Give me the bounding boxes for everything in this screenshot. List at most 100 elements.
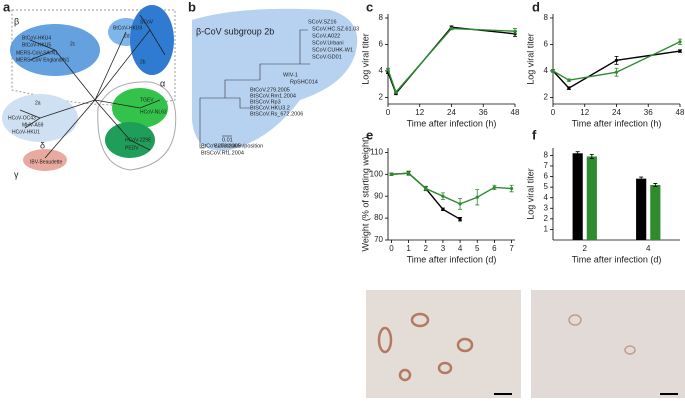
tree-a: β 2c 2b 2d 2a α γ δ BtCoV-HKU4 BtCoV-HKU…: [2, 5, 177, 179]
stain: [456, 337, 474, 353]
x-tick-label: 2: [424, 244, 429, 253]
panel-letter: d: [532, 0, 540, 14]
leaf-label: RpSHC014: [290, 79, 318, 85]
stain: [568, 314, 582, 326]
y-tick-label: 90: [374, 191, 383, 200]
point: [449, 26, 454, 31]
x-tick-label: 48: [676, 108, 685, 117]
strain: HCoV-HKU1: [12, 129, 40, 135]
x-tick-label: 48: [511, 108, 520, 117]
error-bar: [575, 151, 580, 156]
error-bar: [589, 153, 594, 159]
y-tick-label: 6: [379, 40, 384, 49]
leaf-label: BtCoV.279.2005: [250, 87, 290, 93]
leaf-label: BtSCoV.Rm1.2004: [250, 93, 296, 99]
clade-label: 2d: [124, 33, 130, 39]
leaf-label: BtSCoV.Rs_672.2006: [250, 111, 303, 117]
point: [406, 171, 411, 175]
y-tick-label: 4: [379, 66, 384, 75]
point: [614, 70, 619, 74]
strain: BtCoV-HKU9: [113, 25, 142, 31]
y-tick-label: 110: [370, 147, 383, 156]
x-axis-label: Time after infection (d): [572, 254, 662, 264]
stain: [624, 345, 636, 355]
series-line: [387, 26, 516, 95]
point: [509, 186, 514, 191]
point: [567, 78, 571, 82]
point: [567, 86, 571, 90]
point: [513, 29, 517, 33]
strain: BtCoV-HKU5: [22, 42, 51, 48]
x-tick-label: 7: [509, 244, 514, 253]
x-axis-label: Time after infection (d): [407, 254, 497, 264]
stain: [377, 326, 393, 354]
x-tick-label: 36: [479, 108, 488, 117]
clade-label: α: [160, 78, 165, 88]
clade-label: γ: [14, 169, 19, 179]
y-tick-label: 2: [544, 214, 549, 223]
leaf-label: SCoV.SZ16: [308, 19, 337, 25]
tree-background: [192, 8, 358, 151]
point: [441, 194, 445, 198]
strain: PEDV: [125, 145, 139, 151]
point: [551, 69, 555, 73]
stain: [410, 312, 430, 328]
y-axis-label: Log viral titer: [360, 33, 370, 85]
tree-b: β-CoV subgroup 2b SCoV.SZ16SCoV.HC.SZ.61…: [192, 8, 359, 156]
clade-label: β: [14, 16, 19, 26]
y-tick-label: 4: [544, 66, 549, 75]
strain: HCoV-OC43: [8, 115, 36, 121]
x-tick-label: 5: [475, 244, 480, 253]
bar: [650, 185, 661, 240]
x-tick-label: 0: [386, 108, 391, 117]
image: [531, 290, 685, 398]
series-line: [387, 27, 516, 94]
leaf-group: SCoV.SZ16SCoV.HC.SZ.61.03SCoV.A022SCoV.U…: [201, 19, 359, 156]
leaf-label: BtSCoV.Rp3: [250, 99, 281, 105]
point: [458, 202, 462, 206]
micrograph-g: [366, 290, 521, 398]
bar: [572, 153, 583, 240]
x-tick-label: 24: [612, 108, 621, 117]
x-tick-label: 2: [583, 244, 588, 253]
leaf-label: BtSCoV.HKU3.2: [250, 105, 290, 111]
x-tick-label: 3: [441, 244, 446, 253]
strain: MERS-CoV England/N1: [16, 57, 70, 63]
y-tick-label: 4: [544, 193, 549, 202]
y-tick-label: 1: [544, 225, 549, 234]
y-axis-label: Log viral titer: [525, 168, 535, 220]
x-tick-label: 4: [458, 244, 463, 253]
point: [386, 67, 390, 72]
bar: [586, 156, 597, 240]
x-tick-label: 4: [646, 244, 651, 253]
clade-label: 2a: [35, 100, 41, 106]
point: [424, 186, 428, 191]
branches: [19, 14, 166, 159]
x-tick-label: 0: [551, 108, 556, 117]
leaf-label: SCoV.CUHK-W1: [312, 47, 353, 53]
x-tick-label: 1: [406, 244, 411, 253]
leaf-label: SCoV.A022: [312, 33, 340, 39]
y-tick-label: 70: [374, 235, 383, 244]
y-tick-label: 2: [379, 92, 384, 101]
point: [678, 49, 682, 53]
y-tick-label: 8: [544, 151, 549, 160]
panel-letter: e: [366, 127, 373, 142]
stain: [437, 361, 453, 375]
leaf-label: SCoV.GD01: [312, 54, 342, 60]
series-line: [391, 172, 461, 220]
leaf-label: WIV-1: [283, 72, 298, 78]
panel-letter: b: [188, 0, 196, 14]
bar: [636, 178, 647, 240]
x-axis-label: Time after infection (h): [572, 118, 662, 128]
image: [366, 290, 521, 398]
leaf-label: BtSCoV.Rf1.2004: [201, 150, 244, 156]
clade-label: 2b: [140, 59, 146, 65]
x-tick-label: 6: [492, 244, 497, 253]
point: [458, 217, 462, 221]
point: [492, 185, 497, 190]
leaf-label: SCoV.HC.SZ.61.03: [312, 26, 359, 32]
y-tick-label: 7: [544, 161, 549, 170]
x-tick-label: 12: [415, 108, 424, 117]
point: [389, 172, 394, 176]
